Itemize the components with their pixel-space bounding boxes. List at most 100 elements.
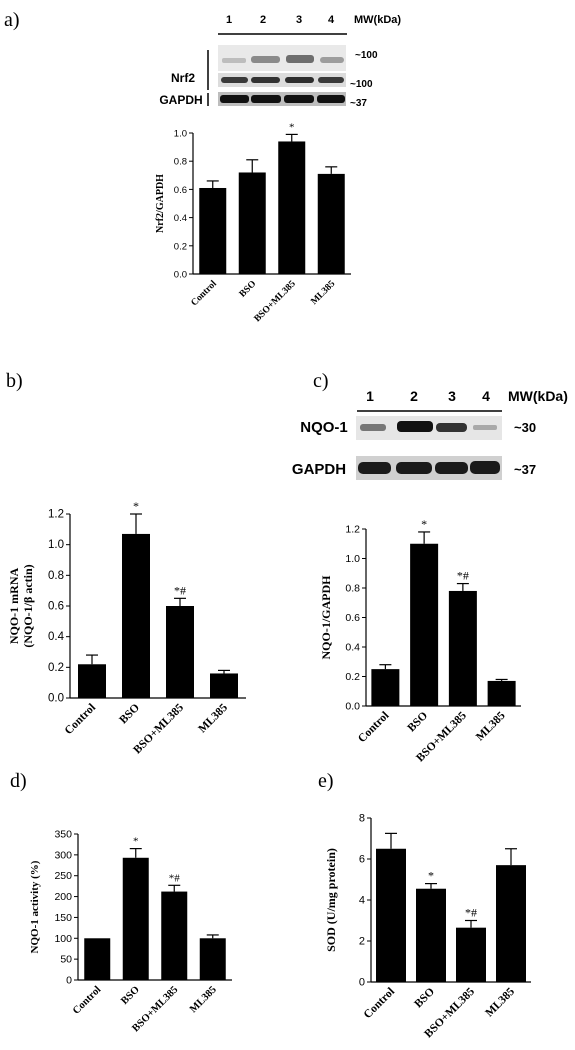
significance-marker: * — [421, 517, 427, 531]
blot-c-loading-label: GAPDH — [292, 461, 346, 478]
bar-bso-ml385 — [456, 927, 486, 982]
bar-bso — [122, 533, 150, 698]
x-tick-label: ML385 — [188, 984, 219, 1015]
y-tick-label: 0.6 — [48, 601, 64, 613]
x-tick-label: Control — [71, 984, 103, 1016]
bar-control — [84, 938, 111, 980]
bar-bso — [416, 888, 446, 982]
significance-marker: *# — [169, 872, 181, 884]
y-tick-label: 1.2 — [345, 524, 360, 536]
blot-c-nqo1-band-1 — [360, 424, 386, 431]
y-tick-label: 1.2 — [48, 509, 64, 521]
significance-marker: *# — [465, 906, 477, 920]
y-tick-label: 0.8 — [345, 583, 360, 595]
bar-control — [78, 664, 106, 698]
x-tick-label: BSO+ML385 — [253, 279, 298, 324]
y-tick-label: 1.0 — [345, 553, 360, 565]
chart-b: 0.0 0.2 0.4 0.6 0.8 1.0 1.2 NQO-1 mRNA (NQO-1/β … — [7, 499, 246, 756]
y-axis-label: SOD (U/mg protein) — [324, 848, 338, 952]
chart-d: 0 50 100 150 200 250 300 350 NQO-1 activity (%) C… — [29, 829, 232, 1034]
blot-a-lane-2: 2 — [260, 14, 266, 26]
bar-ml385 — [210, 673, 238, 698]
y-tick-label: 0.0 — [48, 693, 64, 705]
blot-a-gapdh-strip — [218, 92, 346, 106]
blot-a-nrf2-lower-band-2 — [251, 77, 280, 83]
y-tick-label: 0.0 — [345, 701, 360, 713]
bar-bso — [238, 172, 266, 274]
blot-c-gapdh-band-2 — [396, 462, 432, 474]
significance-marker: * — [289, 121, 295, 133]
x-tick-label: ML385 — [474, 709, 508, 743]
chart-c: 0.0 0.2 0.4 0.6 0.8 1.0 1.2 NQO-1/GAPDH Control *… — [319, 517, 521, 764]
y-tick-label: 100 — [54, 933, 72, 945]
blot-c-lane-1: 1 — [366, 388, 374, 404]
y-tick-label: 50 — [60, 954, 72, 966]
y-tick-label: 0.8 — [174, 157, 187, 168]
y-tick-label: 0.6 — [174, 185, 187, 196]
x-tick-label: Control — [356, 710, 391, 745]
bar-bso — [410, 543, 439, 706]
bar-bso-ml385 — [448, 590, 477, 706]
bar-control — [371, 669, 400, 706]
y-tick-label: 1.0 — [48, 539, 64, 551]
blot-a-nrf2-upper-band-2 — [251, 56, 280, 63]
blot-a-marker-3: ~37 — [350, 98, 367, 109]
significance-marker: * — [133, 836, 139, 848]
western-blot-a: 1 2 3 4 MW(kDa) Nrf2 GAPDH ~100 ~100 ~37 — [159, 14, 401, 109]
x-tick-label: ML385 — [483, 985, 517, 1019]
y-tick-label: 2 — [359, 936, 365, 948]
western-blot-c: 1 2 3 4 MW(kDa) NQO-1 GAPDH ~30 ~37 — [292, 388, 568, 480]
blot-a-nrf2-upper-band-1 — [222, 58, 246, 63]
blot-a-nrf2-lower-band-4 — [318, 77, 344, 83]
y-tick-label: 6 — [359, 854, 365, 866]
bar-bso-ml385 — [161, 891, 188, 980]
y-tick-label: 4 — [359, 895, 365, 907]
y-tick-label: 0.4 — [48, 631, 65, 643]
y-tick-label: 0.8 — [48, 570, 64, 582]
blot-a-loading-label: GAPDH — [159, 93, 202, 107]
bar-ml385 — [199, 938, 226, 980]
panel-label-e: e) — [318, 770, 334, 792]
y-axis-label: NQO-1/GAPDH — [319, 575, 333, 660]
blot-a-nrf2-lower-band-3 — [285, 77, 314, 83]
y-tick-label: 250 — [54, 870, 72, 882]
blot-a-lane-1: 1 — [226, 14, 232, 26]
blot-a-mw-header: MW(kDa) — [354, 14, 401, 26]
panel-label-b: b) — [6, 370, 23, 392]
blot-a-lane-3: 3 — [296, 14, 302, 26]
y-axis-label: NQO-1 activity (%) — [29, 860, 41, 953]
bar-ml385 — [317, 173, 345, 274]
blot-c-mw-header: MW(kDa) — [508, 388, 568, 404]
y-tick-label: 0.2 — [48, 662, 64, 674]
x-tick-label: BSO — [238, 279, 259, 300]
y-tick-label: 0.0 — [174, 270, 187, 281]
y-tick-label: 0.2 — [345, 671, 360, 683]
y-tick-label: 0 — [66, 975, 72, 987]
y-tick-label: 0.2 — [174, 241, 187, 252]
y-tick-label: 300 — [54, 849, 72, 861]
significance-marker: * — [428, 869, 434, 883]
panel-label-a: a) — [4, 9, 20, 31]
blot-a-nrf2-lower-band-1 — [221, 77, 248, 83]
blot-a-lane-4: 4 — [328, 14, 335, 26]
blot-c-marker-2: ~37 — [514, 462, 536, 477]
x-tick-label: BSO — [117, 702, 142, 727]
blot-c-gapdh-band-4 — [470, 461, 500, 474]
y-tick-label: 150 — [54, 912, 72, 924]
blot-a-gapdh-band-4 — [317, 95, 345, 103]
y-tick-label: 8 — [359, 813, 365, 825]
y-tick-label: 0.4 — [345, 642, 360, 654]
y-axis-label: Nrf2/GAPDH — [155, 174, 166, 233]
significance-marker: *# — [457, 569, 469, 583]
x-tick-label: Control — [63, 702, 98, 737]
blot-c-nqo1-band-2 — [397, 421, 433, 432]
bar-ml385 — [487, 680, 516, 706]
blot-a-gapdh-band-3 — [284, 95, 314, 103]
blot-a-marker-2: ~100 — [350, 79, 373, 90]
significance-marker: *# — [174, 583, 186, 597]
panel-label-d: d) — [10, 770, 27, 792]
blot-c-gapdh-band-1 — [358, 462, 391, 474]
y-tick-label: 1.0 — [174, 129, 187, 140]
bar-control — [199, 187, 227, 274]
